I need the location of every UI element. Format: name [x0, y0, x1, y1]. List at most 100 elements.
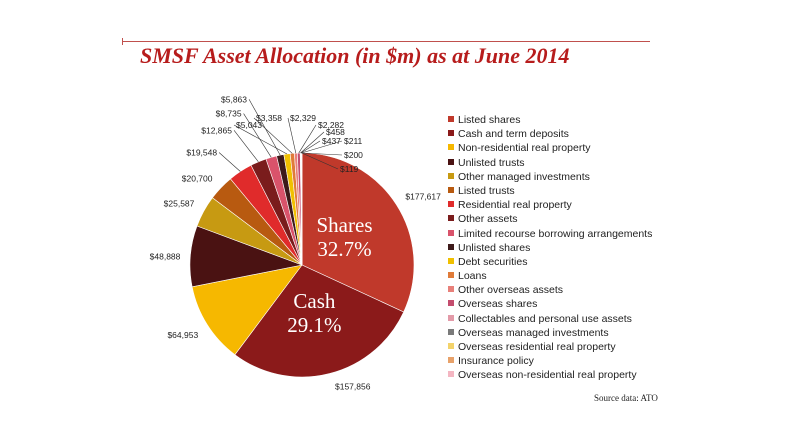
legend-item: Listed trusts: [448, 184, 652, 198]
legend-item: Residential real property: [448, 198, 652, 212]
leader-line: [243, 113, 272, 158]
legend-swatch: [448, 215, 454, 222]
legend-label: Unlisted shares: [458, 241, 531, 254]
legend-item: Overseas residential real property: [448, 340, 652, 354]
value-label: $177,617: [405, 191, 441, 201]
value-label: $3,358: [256, 113, 282, 123]
legend-item: Overseas shares: [448, 297, 652, 311]
title-rule: [122, 41, 650, 42]
legend-item: Cash and term deposits: [448, 127, 652, 141]
value-label: $20,700: [182, 174, 213, 184]
legend-swatch: [448, 229, 454, 236]
legend-swatch: [448, 257, 454, 264]
leader-line: [233, 124, 288, 155]
leader-line: [248, 99, 281, 156]
legend-swatch: [448, 272, 454, 279]
legend-item: Other assets: [448, 212, 652, 226]
legend-item: Unlisted shares: [448, 241, 652, 255]
legend-label: Residential real property: [458, 199, 572, 212]
legend-item: Insurance policy: [448, 354, 652, 368]
legend-swatch: [448, 286, 454, 293]
legend-label: Overseas managed investments: [458, 326, 609, 339]
leader-line: [301, 152, 343, 156]
slice-listed-shares: [301, 152, 415, 313]
legend-item: Collectables and personal use assets: [448, 312, 652, 326]
legend-label: Unlisted trusts: [458, 156, 525, 169]
legend-swatch: [448, 343, 454, 349]
value-label: $2,282: [318, 120, 344, 130]
legend-swatch: [448, 116, 454, 122]
legend-swatch: [448, 328, 454, 335]
legend-item: Overseas managed investments: [448, 326, 652, 340]
inner-label-name: Cash: [293, 289, 336, 313]
legend-label: Insurance policy: [458, 355, 534, 368]
legend-label: Cash and term deposits: [458, 128, 569, 141]
legend-swatch: [448, 144, 454, 151]
legend-swatch: [448, 243, 454, 250]
leader-line: [218, 152, 241, 172]
value-label: $437: [322, 136, 341, 146]
value-label: $119: [340, 164, 359, 174]
value-labels: $177,617 $157,856 $64,953 $48,888 $25,587 $20…: [150, 94, 441, 391]
legend-swatch: [448, 130, 454, 137]
legend-item: Overseas non-residential real property: [448, 368, 652, 382]
value-label: $64,953: [167, 330, 198, 340]
value-label: $5,043: [236, 120, 262, 130]
legend-swatch: [448, 186, 454, 193]
legend: Listed shares Cash and term deposits Non-r…: [448, 113, 652, 383]
value-label: $157,856: [335, 381, 371, 391]
legend-label: Other managed investments: [458, 170, 590, 183]
value-label: $458: [326, 127, 345, 137]
value-label: $2,329: [290, 113, 316, 123]
legend-label: Debt securities: [458, 255, 528, 268]
pie-slices: [189, 152, 415, 378]
legend-swatch: [448, 172, 454, 179]
leader-line: [233, 130, 259, 163]
leader-line: [253, 117, 293, 154]
source-note: Source data: ATO: [594, 393, 658, 403]
leader-line: [300, 140, 321, 154]
value-label: $8,735: [216, 109, 242, 119]
leader-line: [298, 124, 317, 154]
legend-swatch: [448, 371, 454, 378]
legend-label: Other assets: [458, 213, 518, 226]
leader-line: [287, 117, 297, 154]
value-label: $25,587: [164, 198, 195, 208]
legend-swatch: [448, 314, 454, 321]
inner-label-percent: 29.1%: [287, 313, 341, 337]
slice-non-residential-real-property: [191, 264, 303, 356]
legend-item: Unlisted trusts: [448, 156, 652, 170]
legend-item: Limited recourse borrowing arrangements: [448, 227, 652, 241]
inner-label-percent: 32.7%: [317, 237, 371, 261]
leader-line: [301, 140, 343, 154]
legend-label: Listed shares: [458, 114, 521, 126]
value-label: $5,863: [221, 94, 247, 104]
leader-line: [300, 131, 325, 154]
legend-label: Overseas non-residential real property: [458, 369, 637, 382]
legend-item: Loans: [448, 269, 652, 283]
legend-label: Collectables and personal use assets: [458, 312, 632, 325]
legend-item: Listed shares: [448, 113, 652, 127]
inner-label-name: Shares: [317, 213, 373, 237]
legend-label: Other overseas assets: [458, 284, 564, 297]
legend-label: Loans: [458, 270, 487, 283]
legend-label: Overseas residential real property: [458, 341, 616, 353]
value-label: $19,548: [186, 148, 217, 158]
value-label: $211: [344, 136, 363, 146]
legend-label: Limited recourse borrowing arrangements: [458, 227, 653, 240]
legend-swatch: [448, 357, 454, 364]
legend-label: Listed trusts: [458, 184, 515, 197]
value-label: $12,865: [201, 125, 232, 135]
legend-item: Other overseas assets: [448, 283, 652, 297]
slice-cash-and-term-deposits: [234, 264, 405, 378]
value-label: $200: [344, 150, 363, 160]
value-label: $48,888: [150, 252, 181, 262]
legend-item: Non-residential real property: [448, 141, 652, 155]
legend-swatch: [448, 158, 454, 165]
legend-swatch: [448, 201, 454, 208]
chart-title: SMSF Asset Allocation (in $m) as at June…: [140, 43, 570, 68]
legend-label: Overseas shares: [458, 298, 538, 311]
legend-item: Debt securities: [448, 255, 652, 269]
